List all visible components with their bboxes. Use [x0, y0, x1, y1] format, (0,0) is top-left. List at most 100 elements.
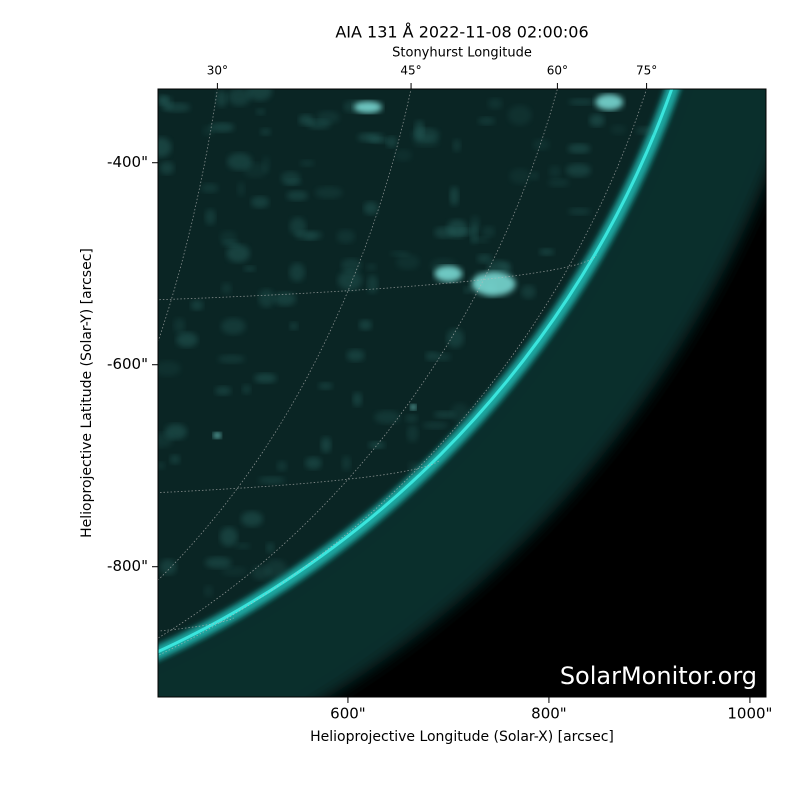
texture [358, 319, 372, 331]
texture [509, 168, 531, 185]
texture [404, 414, 418, 423]
texture [341, 258, 362, 273]
texture [173, 317, 186, 334]
texture [346, 349, 365, 362]
texture [386, 136, 398, 148]
texture [352, 392, 363, 407]
texture [289, 262, 305, 282]
texture [190, 300, 204, 311]
texture [610, 124, 627, 135]
texture [261, 156, 271, 174]
texture [547, 178, 570, 187]
texture [567, 143, 591, 154]
texture [371, 137, 388, 144]
texture [568, 207, 591, 216]
texture [163, 102, 191, 113]
texture [286, 190, 308, 201]
texture [280, 171, 301, 185]
texture [289, 322, 299, 331]
texture [487, 98, 503, 110]
texture [532, 138, 550, 151]
texture [366, 263, 377, 271]
texture [203, 585, 214, 598]
texture [452, 139, 461, 153]
texture [243, 265, 256, 272]
texture [316, 110, 340, 124]
texture [435, 352, 452, 362]
texture [247, 89, 273, 101]
texture [258, 289, 275, 308]
texture [258, 476, 286, 484]
texture [237, 181, 246, 197]
texture [200, 183, 219, 193]
solar-disk [158, 89, 673, 653]
bright-region [213, 432, 222, 439]
texture [299, 159, 315, 167]
bright-region [471, 271, 516, 296]
texture [243, 162, 268, 178]
texture [636, 126, 654, 135]
texture [368, 441, 386, 449]
texture [314, 186, 343, 199]
texture [254, 373, 277, 384]
texture [498, 262, 510, 271]
texture [266, 542, 275, 554]
texture [463, 286, 473, 294]
texture [176, 332, 198, 348]
watermark: SolarMonitor.org [560, 662, 757, 690]
texture [414, 120, 425, 140]
texture [318, 382, 333, 390]
x-axis-label: Helioprojective Longitude (Solar-X) [arc… [310, 729, 614, 745]
texture [169, 454, 181, 465]
texture [449, 186, 459, 206]
texture [219, 527, 238, 547]
texture [374, 410, 401, 424]
texture [158, 137, 172, 158]
texture [204, 556, 232, 569]
texture [395, 254, 420, 270]
texture [589, 114, 605, 127]
texture [433, 410, 456, 419]
top-tick-label: 30° [207, 64, 228, 78]
texture [408, 461, 422, 474]
texture [276, 460, 288, 472]
texture [446, 328, 464, 348]
texture [158, 360, 181, 377]
texture [217, 354, 245, 364]
texture [476, 254, 492, 264]
y-tick-label: -800" [107, 557, 148, 575]
x-tick-label: 800" [531, 705, 567, 723]
y-axis-label: Helioprojective Latitude (Solar-Y) [arcs… [79, 248, 95, 538]
texture [226, 244, 250, 263]
texture [394, 149, 413, 162]
texture [227, 89, 251, 106]
texture [289, 217, 307, 236]
texture [548, 165, 562, 178]
texture [336, 229, 356, 244]
texture [209, 122, 235, 133]
texture [337, 270, 363, 291]
texture [304, 232, 317, 241]
plot-frame [157, 88, 767, 698]
texture [446, 219, 468, 238]
top-tick-label: 60° [547, 64, 568, 78]
texture [273, 292, 296, 306]
texture [565, 163, 591, 177]
top-tick-label: 45° [400, 64, 421, 78]
top-tick-label: 75° [636, 64, 657, 78]
texture [366, 274, 379, 294]
bright-region [410, 404, 417, 411]
texture [264, 559, 288, 578]
texture [482, 226, 495, 238]
texture [255, 108, 266, 115]
bright-region [595, 94, 624, 111]
texture [250, 196, 270, 209]
texture [539, 248, 555, 256]
texture [568, 98, 595, 106]
texture [242, 384, 252, 395]
texture [214, 386, 232, 396]
texture [390, 250, 410, 257]
texture [450, 403, 470, 423]
x-tick-label: 1000" [727, 705, 772, 723]
